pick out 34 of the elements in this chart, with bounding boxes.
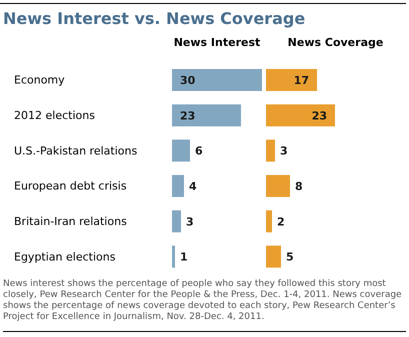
bar bbox=[266, 175, 290, 197]
bar bbox=[266, 104, 335, 126]
bar bbox=[172, 69, 262, 91]
bar bbox=[266, 246, 281, 268]
data-label: 23 bbox=[180, 109, 196, 122]
y-tick-label: Britain-Iran relations bbox=[14, 215, 128, 228]
bar bbox=[172, 210, 181, 232]
data-label: 1 bbox=[180, 250, 188, 264]
data-label: 17 bbox=[294, 74, 309, 87]
data-label: 8 bbox=[295, 180, 303, 193]
data-label: 5 bbox=[286, 250, 294, 264]
bar bbox=[172, 246, 175, 268]
data-label: 30 bbox=[180, 74, 196, 87]
bar bbox=[172, 175, 184, 197]
data-label: 2 bbox=[277, 215, 285, 228]
data-label: 6 bbox=[195, 144, 203, 158]
bar bbox=[172, 140, 190, 162]
bar bbox=[172, 104, 241, 126]
series-label: News Interest bbox=[172, 36, 262, 49]
chart-title: News Interest vs. News Coverage bbox=[3, 9, 306, 28]
y-tick-label: European debt crisis bbox=[14, 180, 127, 193]
y-tick-label: Economy bbox=[14, 74, 66, 87]
bar bbox=[266, 69, 317, 91]
series-label: News Coverage bbox=[286, 36, 384, 49]
data-label: 4 bbox=[189, 180, 197, 193]
bar bbox=[266, 140, 275, 162]
y-tick-label: Egyptian elections bbox=[14, 250, 116, 264]
data-label: 23 bbox=[312, 109, 327, 122]
bar bbox=[266, 210, 272, 232]
data-label: 3 bbox=[280, 144, 288, 158]
text: News interest shows the percentage of people who say they followed this story most closely, Pew Research Center for the People & the Press, Dec. 1-4, 2011. News coverage shows the percentage of news coverage devoted to each story, Pew Research Center’s Project for Excellence in Journalism, Nov. 28-Dec. 4, 2011. bbox=[3, 279, 403, 323]
data-label: 3 bbox=[186, 215, 194, 228]
y-tick-label: U.S.-Pakistan relations bbox=[14, 144, 138, 158]
y-tick-label: 2012 elections bbox=[14, 109, 96, 122]
